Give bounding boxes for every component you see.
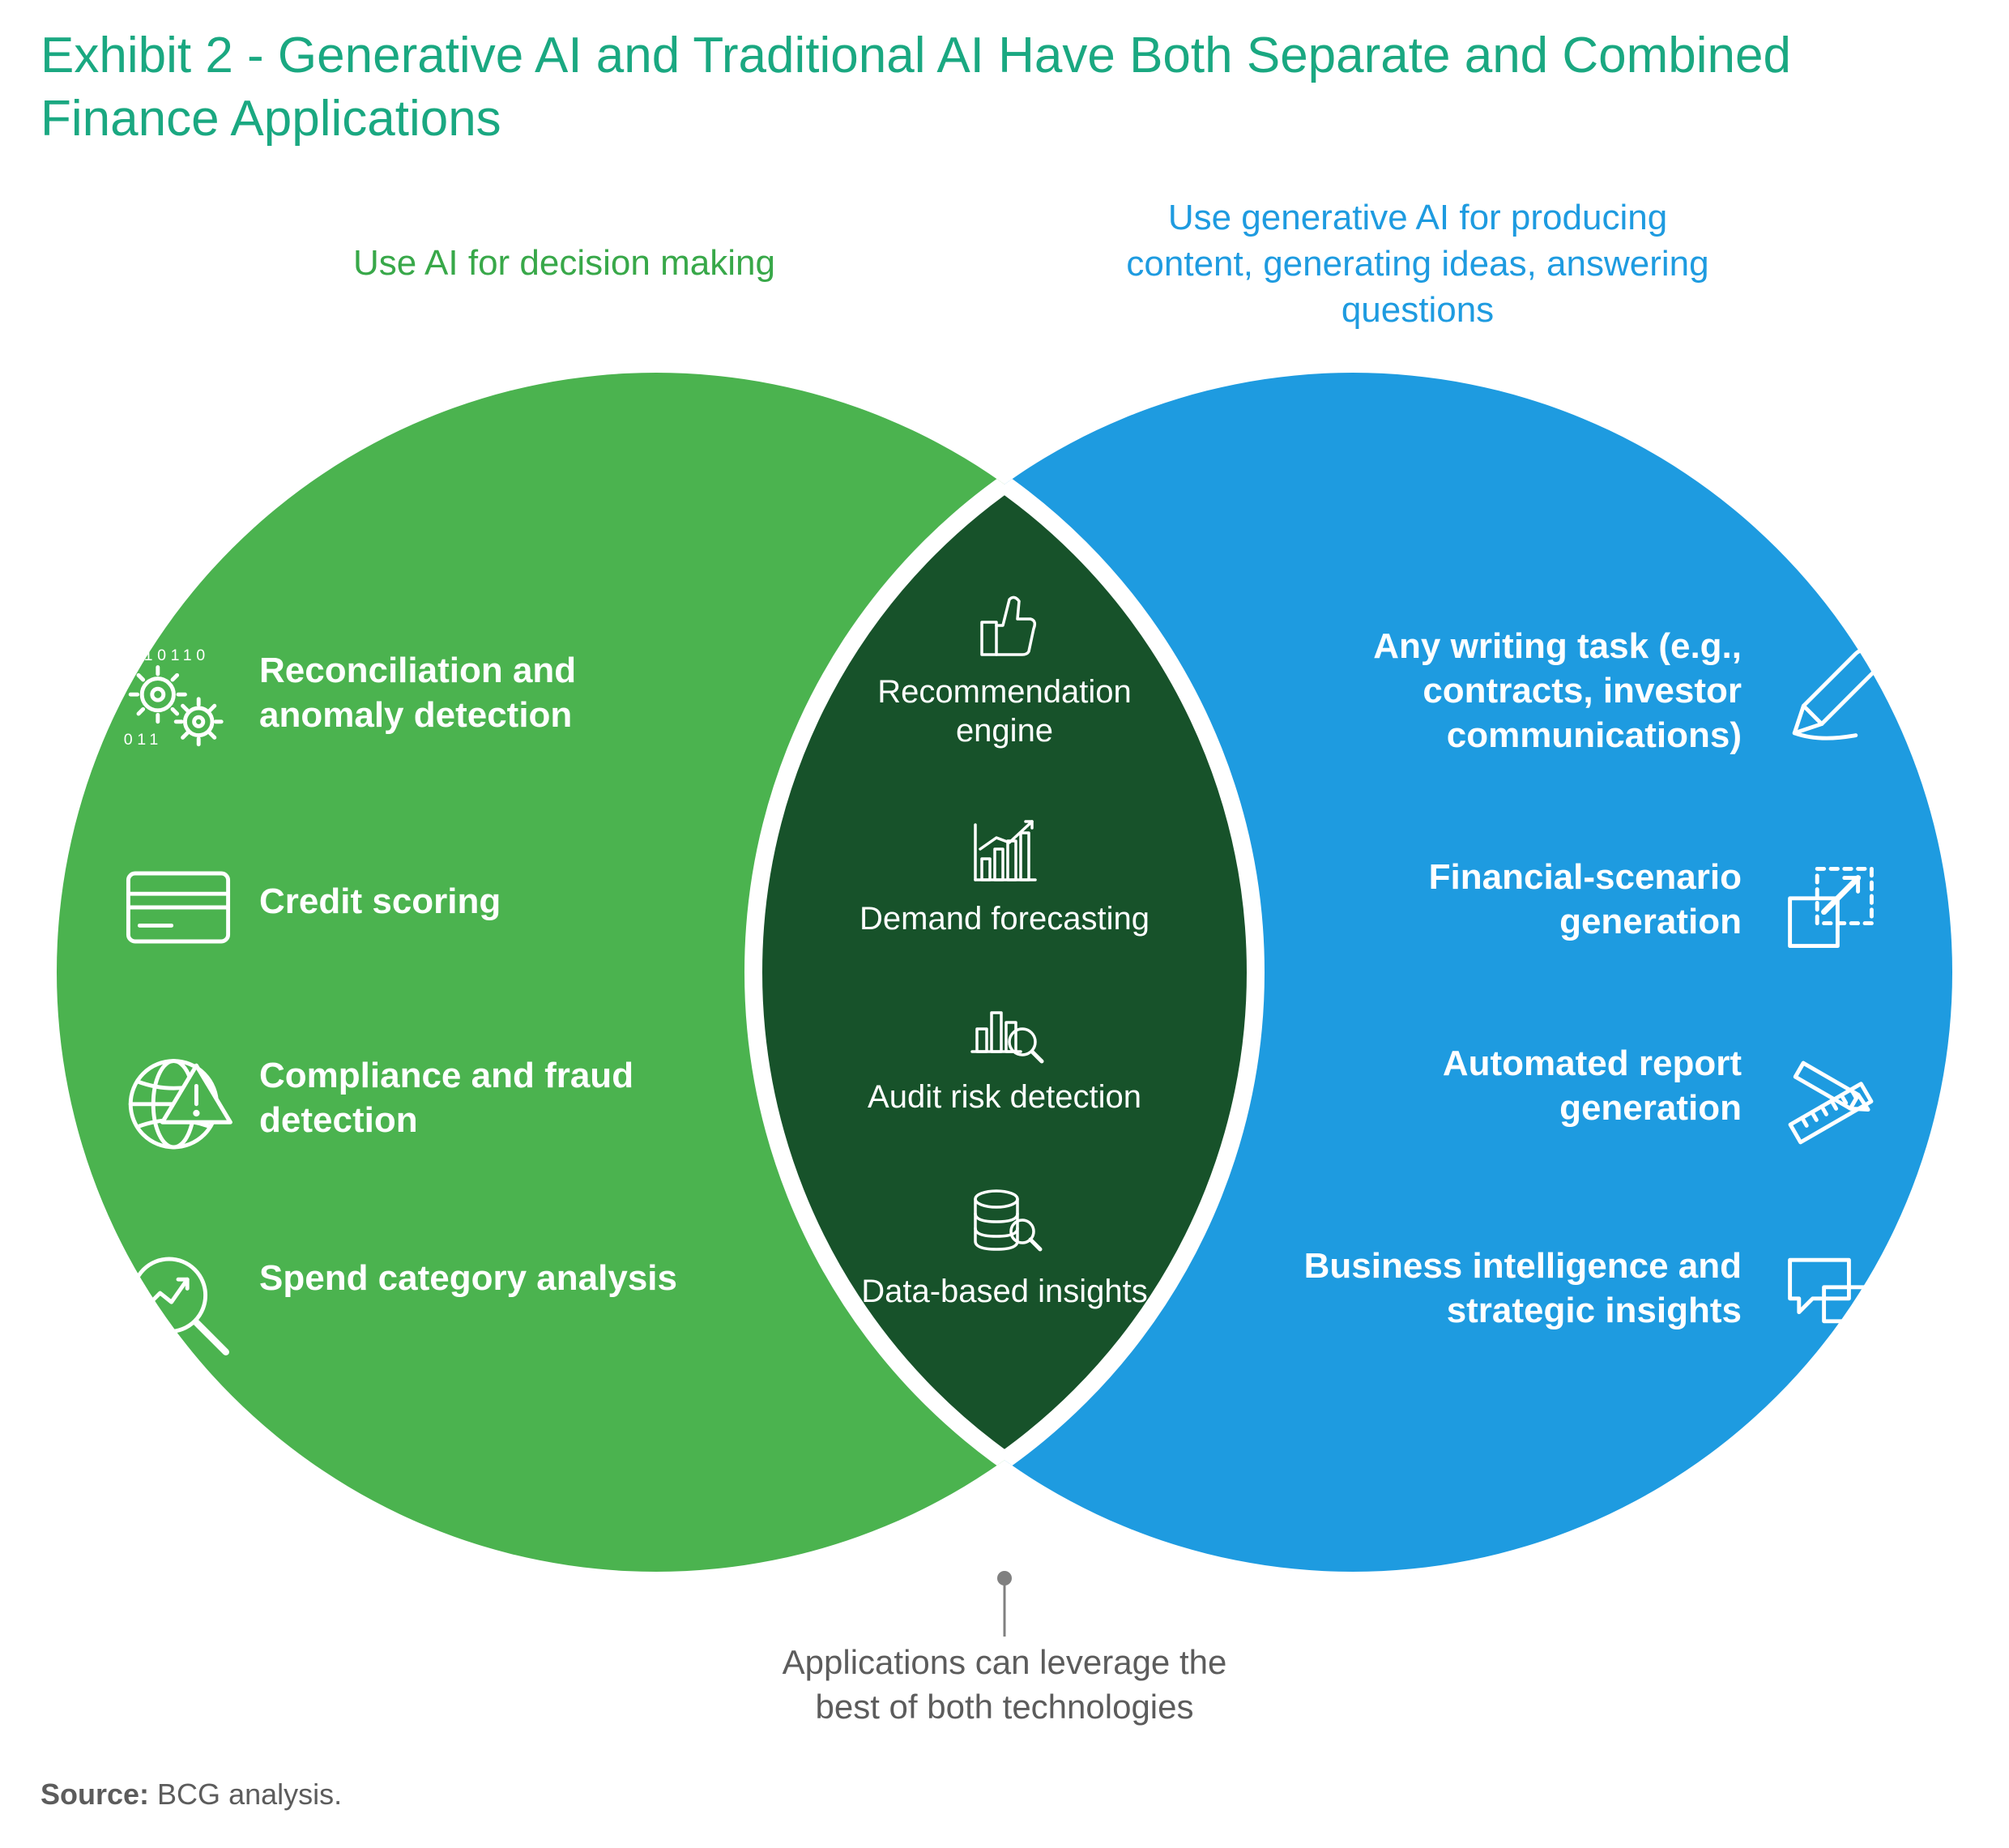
bars-magnify-icon [964, 988, 1045, 1069]
right-item-label: Business intelligence and strategic insi… [1272, 1244, 1742, 1333]
thumbs-up-icon [964, 583, 1045, 664]
left-item-label: Spend category analysis [259, 1256, 713, 1300]
ruler-pencil-icon [1774, 1037, 1887, 1150]
binary-gears-icon: 010110 011 [122, 640, 235, 753]
right-item-label: Automated report generation [1272, 1041, 1742, 1130]
overlap-caption: Applications can leverage the best of bo… [778, 1641, 1231, 1729]
globe-warning-icon [122, 1045, 235, 1159]
svg-text:010110: 010110 [130, 647, 210, 664]
overlap-item-label: Data-based insights [851, 1272, 1158, 1311]
left-item-label: Reconciliation and anomaly detection [259, 648, 713, 737]
overlap-item-label: Recommendation engine [851, 672, 1158, 750]
pencil-icon [1774, 640, 1887, 753]
right-item-label: Any writing task (e.g., contracts, inves… [1272, 624, 1742, 758]
overlap-item-label: Demand forecasting [851, 899, 1158, 938]
magnify-trend-icon [122, 1248, 235, 1361]
expand-box-icon [1774, 851, 1887, 964]
overlap-item-label: Audit risk detection [851, 1078, 1158, 1116]
source-line: Source: BCG analysis. [41, 1778, 342, 1812]
source-text: BCG analysis. [149, 1778, 342, 1811]
credit-card-icon [122, 859, 235, 956]
db-magnify-icon [964, 1183, 1045, 1264]
svg-text:011: 011 [124, 731, 163, 749]
left-item-label: Compliance and fraud detection [259, 1053, 713, 1142]
left-item-label: Credit scoring [259, 879, 713, 924]
source-label: Source: [41, 1778, 149, 1811]
right-item-label: Financial-scenario generation [1272, 855, 1742, 944]
chat-bubbles-icon [1774, 1240, 1887, 1353]
bar-trend-icon [964, 810, 1045, 891]
